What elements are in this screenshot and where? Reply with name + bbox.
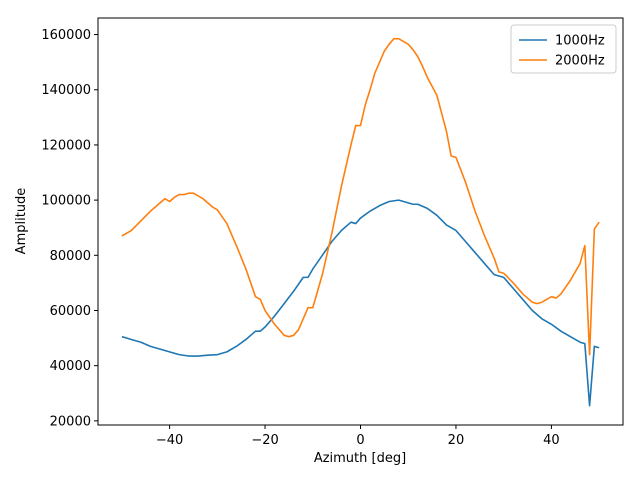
legend-label-1000hz: 1000Hz bbox=[555, 34, 605, 49]
series-lines-layer bbox=[121, 37, 600, 407]
x-tick-label: −40 bbox=[156, 433, 183, 448]
y-tick-label: 20000 bbox=[50, 414, 91, 429]
legend: 1000Hz 2000Hz bbox=[510, 24, 617, 74]
x-tick-label: 40 bbox=[543, 433, 560, 448]
y-tick-label: 60000 bbox=[50, 304, 91, 319]
x-tick-label: −20 bbox=[251, 433, 278, 448]
y-tick-label: 80000 bbox=[50, 249, 91, 264]
y-tick-label: 40000 bbox=[50, 359, 91, 374]
y-tick-label: 160000 bbox=[41, 28, 91, 43]
y-tick-label: 120000 bbox=[41, 138, 91, 153]
x-axis-label: Azimuth [deg] bbox=[314, 451, 406, 466]
series-line-1000hz bbox=[121, 199, 600, 407]
y-axis-label: Amplitude bbox=[14, 188, 29, 255]
x-tick-label: 0 bbox=[356, 433, 364, 448]
plot-frame bbox=[97, 17, 624, 426]
x-tick-label: 20 bbox=[448, 433, 465, 448]
legend-box bbox=[510, 24, 617, 74]
y-axis: 20000 40000 60000 80000 100000 120000 140000 16… bbox=[41, 28, 98, 429]
y-tick-label: 100000 bbox=[41, 194, 91, 209]
series-line-2000hz bbox=[121, 37, 600, 356]
y-tick-label: 140000 bbox=[41, 83, 91, 98]
legend-label-2000hz: 2000Hz bbox=[555, 54, 605, 69]
x-axis: −40 −20 0 20 40 bbox=[156, 425, 560, 448]
